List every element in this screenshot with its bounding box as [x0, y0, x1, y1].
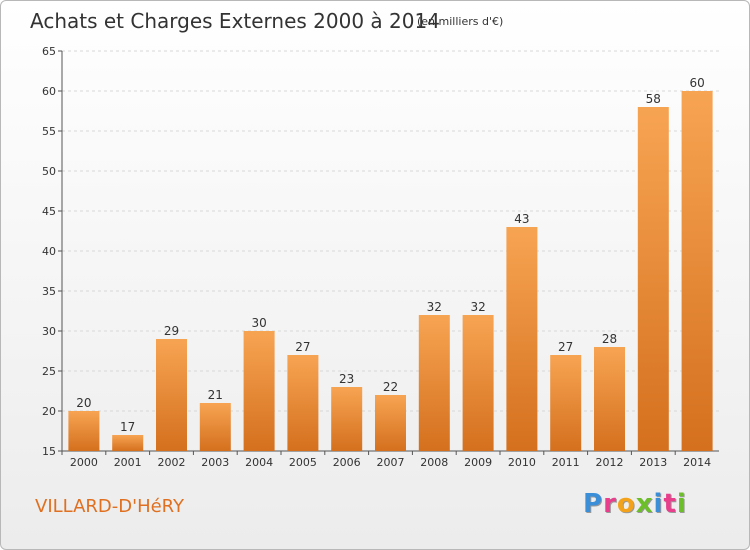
y-tick-label: 15: [42, 445, 56, 458]
bar-2003: [199, 403, 231, 451]
value-label: 28: [602, 332, 617, 346]
value-label: 43: [514, 212, 529, 226]
logo-letter: i: [676, 489, 687, 519]
y-tick-label: 40: [42, 245, 56, 258]
y-tick-label: 60: [42, 85, 56, 98]
commune-name: VILLARD-D'HéRY: [35, 496, 185, 517]
x-tick-label: 2003: [201, 456, 229, 469]
chart-title: Achats et Charges Externes 2000 à 2014: [30, 9, 440, 33]
value-label: 17: [120, 420, 135, 434]
y-tick-label: 35: [42, 285, 56, 298]
x-tick-label: 2000: [70, 456, 98, 469]
value-label: 30: [251, 316, 266, 330]
value-label: 27: [295, 340, 310, 354]
chart-subtitle: (en milliers d'€): [417, 15, 504, 28]
bars: [68, 91, 713, 451]
x-tick-label: 2007: [377, 456, 405, 469]
logo-letter: r: [603, 489, 617, 519]
x-tick-label: 2009: [464, 456, 492, 469]
x-tick-label: 2011: [552, 456, 580, 469]
value-label: 32: [427, 300, 442, 314]
value-label: 32: [470, 300, 485, 314]
x-tick-label: 2004: [245, 456, 273, 469]
y-tick-label: 65: [42, 45, 56, 58]
logo-letter: x: [635, 489, 654, 519]
value-label: 20: [76, 396, 91, 410]
x-tick-label: 2012: [596, 456, 624, 469]
bar-2006: [331, 387, 363, 451]
x-tick-label: 2002: [158, 456, 186, 469]
bar-2010: [506, 227, 538, 451]
labels: 15 20 25 30 35 40 45 50 55 60 65 20 2000 17 2001 29 2002…: [42, 45, 711, 469]
bar-2001: [112, 435, 144, 451]
bar-2000: [68, 411, 100, 451]
y-tick-label: 50: [42, 165, 56, 178]
y-tick-label: 20: [42, 405, 56, 418]
bar-2009: [462, 315, 494, 451]
y-tick-label: 25: [42, 365, 56, 378]
value-label: 58: [646, 92, 661, 106]
x-tick-label: 2013: [639, 456, 667, 469]
bar-2002: [156, 339, 187, 451]
value-label: 27: [558, 340, 573, 354]
bar-2005: [287, 355, 319, 451]
bar-2014: [681, 91, 713, 451]
bar-2011: [550, 355, 582, 451]
y-tick-label: 30: [42, 325, 56, 338]
value-label: 23: [339, 372, 354, 386]
value-label: 21: [208, 388, 223, 402]
y-tick-label: 45: [42, 205, 56, 218]
value-label: 29: [164, 324, 179, 338]
proxiti-logo: Proxiti: [583, 489, 687, 519]
logo-letter: P: [583, 489, 604, 519]
logo-letter: o: [616, 489, 636, 519]
logo-letter: t: [663, 489, 677, 519]
bar-2004: [243, 331, 275, 451]
value-label: 22: [383, 380, 398, 394]
bar-2008: [418, 315, 450, 451]
y-tick-label: 55: [42, 125, 56, 138]
x-tick-label: 2008: [420, 456, 448, 469]
bar-2012: [594, 347, 625, 451]
bar-2007: [375, 395, 406, 451]
x-tick-label: 2010: [508, 456, 536, 469]
x-tick-label: 2006: [333, 456, 361, 469]
x-tick-label: 2014: [683, 456, 711, 469]
x-tick-label: 2001: [114, 456, 142, 469]
value-label: 60: [689, 76, 704, 90]
bar-2013: [637, 107, 669, 451]
x-tick-label: 2005: [289, 456, 317, 469]
logo-letter: i: [653, 489, 664, 519]
